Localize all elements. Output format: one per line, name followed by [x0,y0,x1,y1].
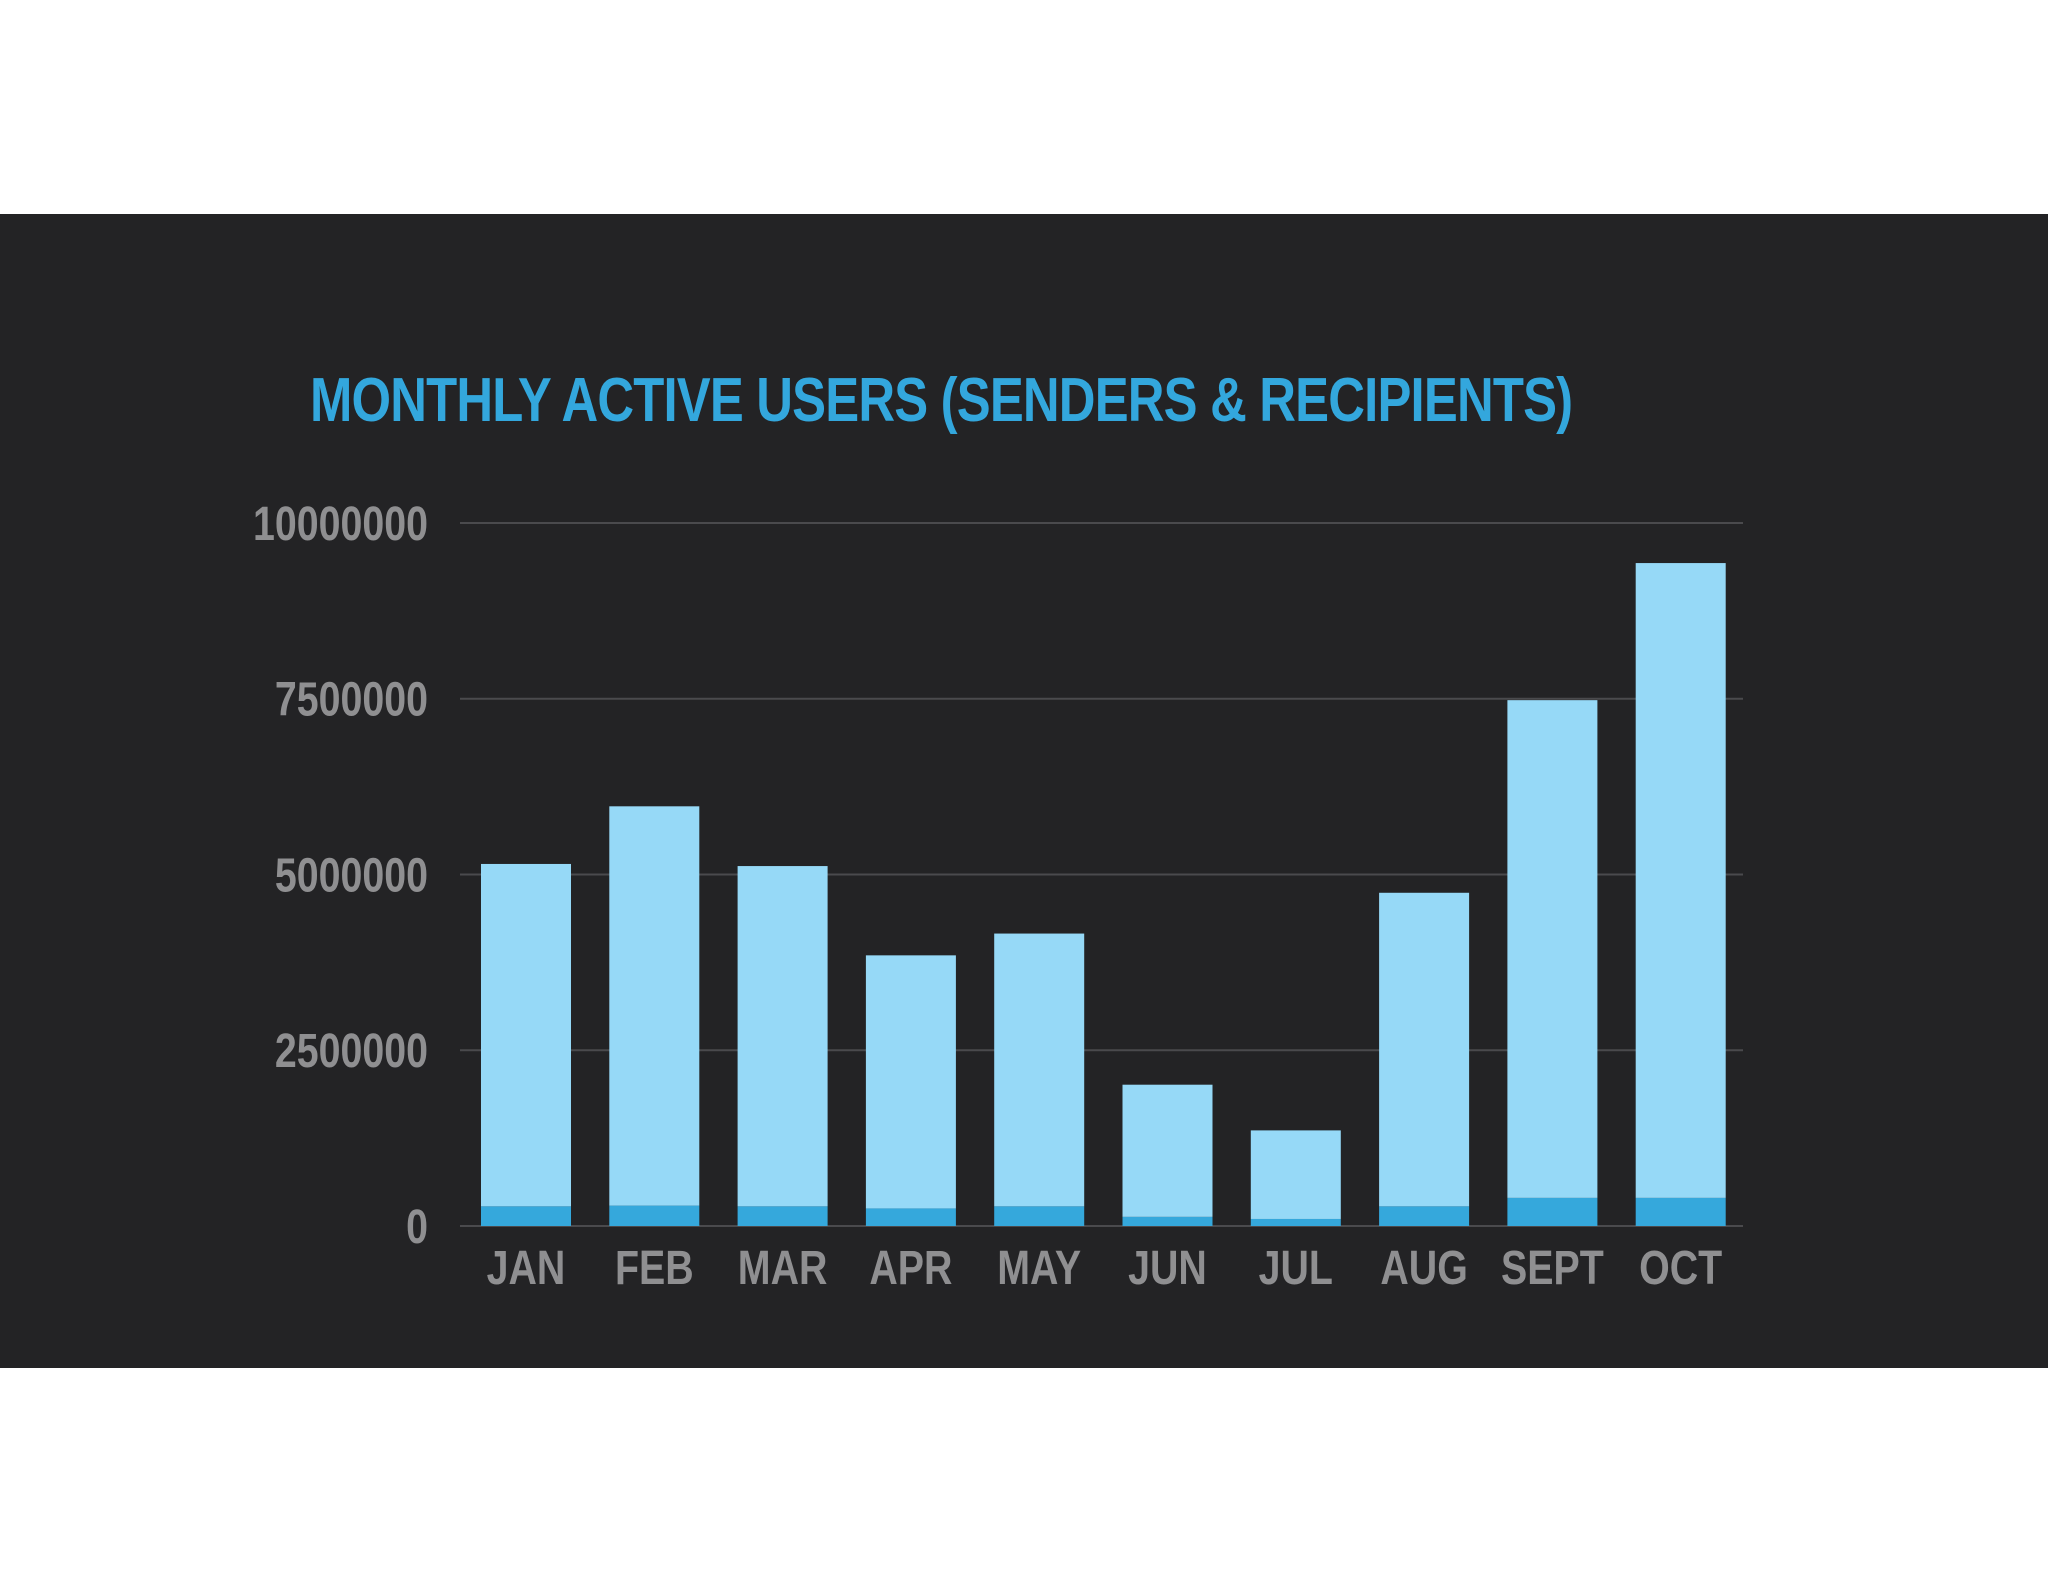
bar-oct-segment-2 [1635,563,1726,1198]
bar-mar-segment-1 [737,1206,828,1226]
bar-feb-segment-1 [609,1205,700,1226]
y-tick-label: 5000000 [275,849,428,903]
bar-jan-segment-2 [481,863,571,1207]
bar-jan-segment-1 [481,1206,571,1226]
x-tick-label: APR [869,1241,952,1295]
x-tick-label: JUN [1128,1241,1207,1295]
x-tick-label: SEPT [1501,1241,1604,1295]
bar-feb-segment-2 [609,806,700,1206]
chart-title: MONTHLY ACTIVE USERS (SENDERS & RECIPIEN… [310,366,1573,435]
x-tick-label: AUG [1380,1241,1467,1295]
bar-apr-segment-1 [865,1208,956,1226]
bar-oct-segment-1 [1635,1197,1726,1226]
bar-jun-segment-1 [1122,1216,1213,1226]
bar-aug-segment-2 [1379,892,1470,1207]
y-tick-label: 0 [406,1200,428,1254]
y-tick-label: 2500000 [275,1025,428,1079]
bar-may-segment-2 [994,933,1085,1207]
y-tick-label: 10000000 [253,497,428,551]
y-axis-ticks: 0 2500000 5000000 7500000 10000000 [253,497,428,1254]
bar-jul-segment-1 [1250,1218,1341,1226]
bar-apr-segment-2 [865,955,956,1209]
x-tick-label: JAN [487,1241,566,1295]
x-tick-label: MAR [738,1241,828,1295]
y-tick-label: 7500000 [275,673,428,727]
bars [481,563,1726,1226]
bar-jun-segment-2 [1122,1084,1213,1217]
bar-jul-segment-2 [1250,1130,1341,1219]
x-axis-ticks: JAN FEB MAR APR MAY JUN JUL AUG SEPT OCT [487,1241,1723,1295]
bar-mar-segment-2 [737,866,828,1207]
x-tick-label: JUL [1259,1241,1333,1295]
chart-slide: MONTHLY ACTIVE USERS (SENDERS & RECIPIEN… [0,214,2048,1368]
bar-sept-segment-2 [1507,700,1598,1198]
x-tick-label: OCT [1639,1241,1722,1295]
bar-chart: 0 2500000 5000000 7500000 10000000 JAN FEB MAR… [253,497,1743,1295]
bar-aug-segment-1 [1379,1206,1470,1226]
bar-sept-segment-1 [1507,1197,1598,1226]
bar-may-segment-1 [994,1206,1085,1226]
x-tick-label: FEB [615,1241,694,1295]
x-tick-label: MAY [997,1241,1081,1295]
